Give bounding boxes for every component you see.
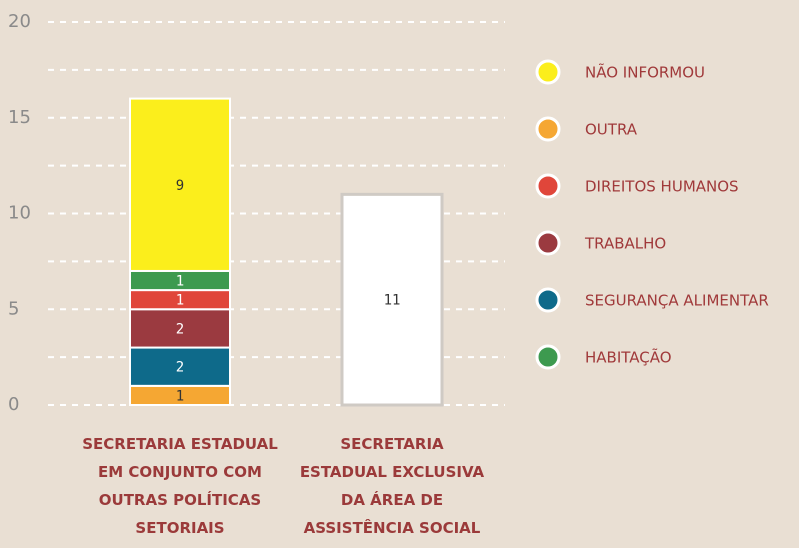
legend-label: TRABALHO <box>584 235 666 253</box>
legend-marker <box>535 287 561 313</box>
legend-marker <box>535 59 561 85</box>
value-label: 11 <box>384 293 401 309</box>
legend-marker <box>535 344 561 370</box>
y-tick-label: 0 <box>8 394 19 415</box>
legend-label: SEGURANÇA ALIMENTAR <box>585 292 769 310</box>
y-tick-label: 15 <box>8 107 31 128</box>
legend-marker <box>535 173 561 199</box>
legend-label: DIREITOS HUMANOS <box>585 178 739 196</box>
bar-segment <box>129 97 231 272</box>
value-label: 2 <box>176 360 184 376</box>
legend-marker <box>535 230 561 256</box>
x-tick-label: SECRETARIA ESTADUAL EXCLUSIVA DA ÁREA DE… <box>299 435 485 537</box>
bar-segment <box>129 308 231 349</box>
value-label: 9 <box>176 178 184 194</box>
bar-segment <box>340 192 444 407</box>
legend-marker <box>535 116 561 142</box>
value-label: 1 <box>176 388 184 404</box>
value-label: 2 <box>176 321 184 337</box>
x-tick-label: SECRETARIA ESTADUAL EM CONJUNTO COM OUTR… <box>82 435 278 537</box>
bar-segment <box>129 346 231 387</box>
legend-label: OUTRA <box>585 121 638 139</box>
value-label: 1 <box>176 293 184 309</box>
y-tick-label: 5 <box>8 298 19 319</box>
legend-label: HABITAÇÃO <box>585 348 672 367</box>
legend-label: NÃO INFORMOU <box>585 63 705 82</box>
y-tick-label: 20 <box>8 11 31 32</box>
value-label: 1 <box>176 274 184 290</box>
y-tick-label: 10 <box>8 203 31 224</box>
